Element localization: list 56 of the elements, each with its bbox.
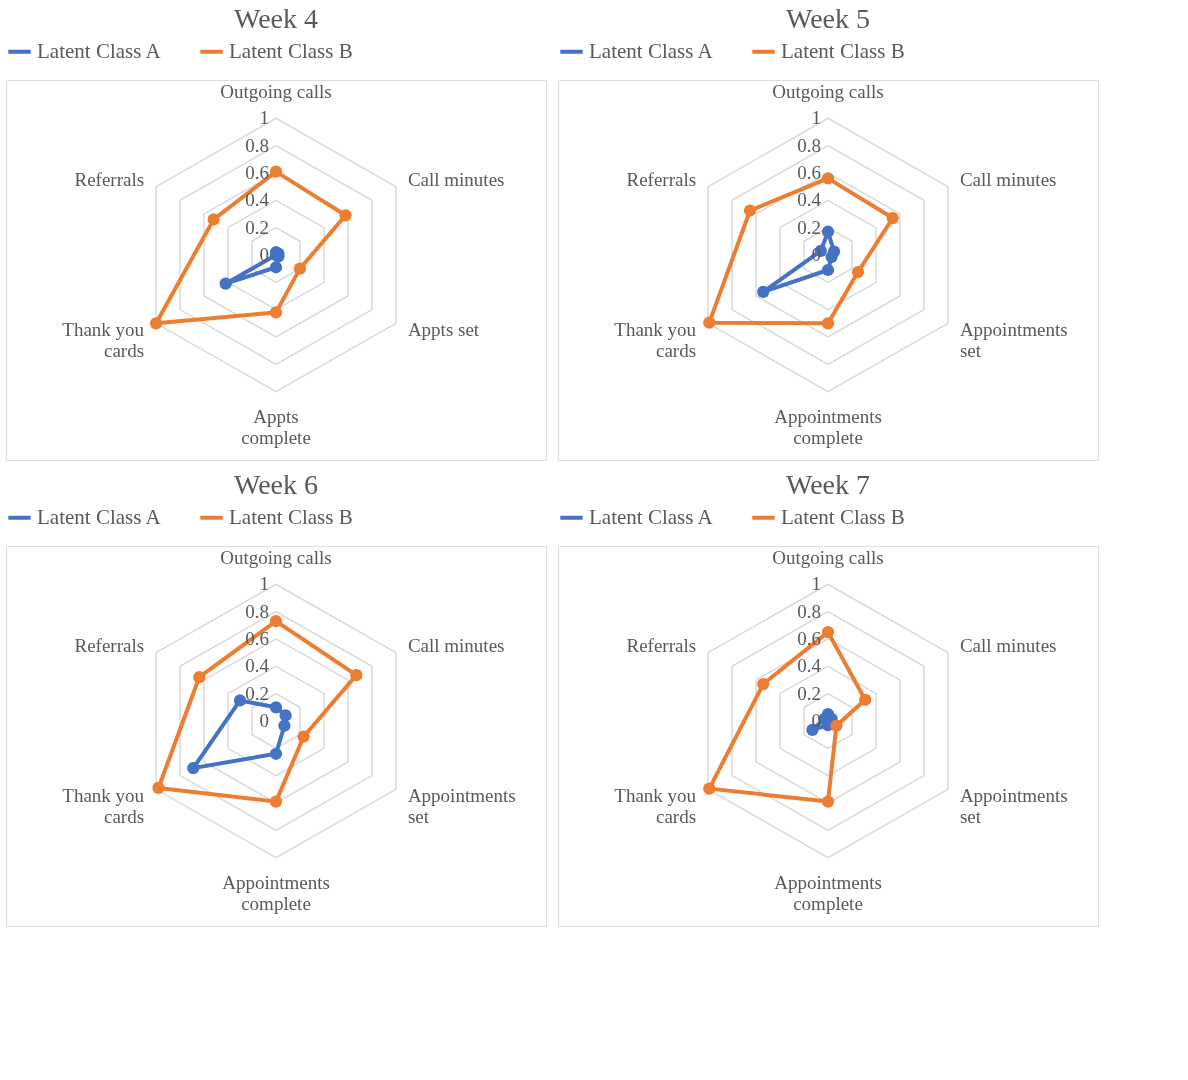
spoke-label: Appointments set <box>959 319 1068 362</box>
spoke-label: Outgoing calls <box>220 80 332 102</box>
spoke-label: Outgoing calls <box>772 546 884 568</box>
chart-title: Week 4 <box>233 3 319 34</box>
legend-label: Latent Class A <box>37 38 162 63</box>
legend-label: Latent Class A <box>589 504 714 529</box>
spoke-label: Thank you cards <box>62 785 145 828</box>
y-tick-label: 0.8 <box>245 134 270 156</box>
spoke-label: Appointments complete <box>774 406 882 449</box>
y-tick-label: 0.4 <box>797 655 822 677</box>
spoke-label: Appointments set <box>407 785 516 828</box>
spoke-label: Referrals <box>626 168 697 190</box>
spoke-label: Appts set <box>407 319 480 341</box>
spoke-label: Call minutes <box>959 634 1057 656</box>
y-tick-label: 0 <box>259 709 270 731</box>
y-tick-label: 0.4 <box>245 655 270 677</box>
spoke-label: Thank you cards <box>614 785 697 828</box>
spoke-label: Appointments complete <box>222 872 330 915</box>
y-tick-label: 0.4 <box>797 189 822 211</box>
y-tick-label: 0.2 <box>797 216 822 238</box>
y-tick-label: 0.2 <box>245 682 270 704</box>
spoke-label: Appts complete <box>241 406 311 449</box>
spoke-label: Referrals <box>626 634 697 656</box>
legend-label: Latent Class B <box>781 504 905 529</box>
spoke-label: Referrals <box>74 634 145 656</box>
y-tick-label: 0.2 <box>245 216 270 238</box>
spoke-label: Appointments complete <box>774 872 882 915</box>
spoke-label: Call minutes <box>407 634 505 656</box>
legend-label: Latent Class B <box>229 504 353 529</box>
y-tick-label: 1 <box>259 573 270 595</box>
legend-label: Latent Class A <box>37 504 162 529</box>
spoke-label: Appointments set <box>959 785 1068 828</box>
y-tick-label: 1 <box>811 573 822 595</box>
y-tick-label: 0.2 <box>797 682 822 704</box>
y-tick-label: 0.8 <box>797 134 822 156</box>
spoke-label: Referrals <box>74 168 145 190</box>
y-tick-label: 1 <box>259 107 270 129</box>
legend-label: Latent Class B <box>781 38 905 63</box>
legend-label: Latent Class B <box>229 38 353 63</box>
chart-title: Week 6 <box>233 469 319 500</box>
spoke-label: Thank you cards <box>62 319 145 362</box>
chart-title: Week 5 <box>785 3 871 34</box>
y-tick-label: 0 <box>259 243 270 265</box>
legend-label: Latent Class A <box>589 38 714 63</box>
y-tick-label: 1 <box>811 107 822 129</box>
spoke-label: Outgoing calls <box>772 80 884 102</box>
chart-title: Week 7 <box>785 469 871 500</box>
spoke-label: Thank you cards <box>614 319 697 362</box>
spoke-label: Call minutes <box>407 168 505 190</box>
y-tick-label: 0.8 <box>245 600 270 622</box>
y-tick-label: 0.6 <box>245 161 270 183</box>
y-tick-label: 0.8 <box>797 600 822 622</box>
y-tick-label: 0.6 <box>797 161 822 183</box>
y-tick-label: 0.4 <box>245 189 270 211</box>
spoke-label: Call minutes <box>959 168 1057 190</box>
spoke-label: Outgoing calls <box>220 546 332 568</box>
